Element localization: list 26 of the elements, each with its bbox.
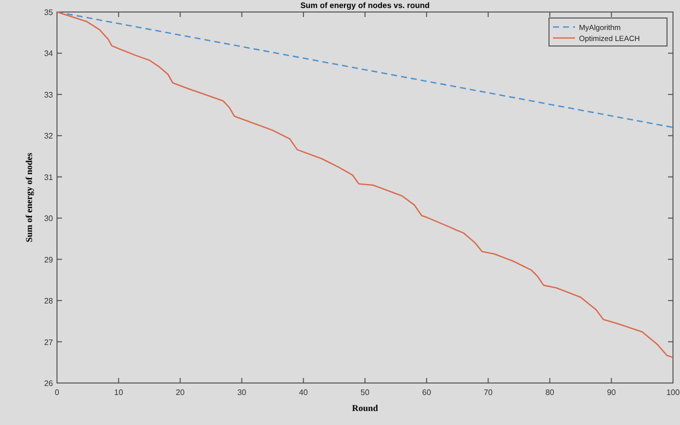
- x-tick-label: 90: [606, 388, 616, 397]
- line-series: [56, 11, 674, 128]
- x-tick-label: 100: [666, 388, 680, 397]
- y-tick-label: 28: [44, 296, 54, 306]
- y-tick-label: 30: [44, 214, 54, 224]
- x-tick-label: 20: [176, 388, 186, 397]
- x-tick-label: 0: [54, 388, 60, 397]
- y-tick-label: 26: [44, 379, 54, 388]
- y-tick-label: 27: [44, 338, 54, 347]
- y-tick-label: 34: [44, 49, 54, 58]
- x-tick-label: 80: [545, 388, 555, 397]
- x-tick-label: 50: [360, 388, 370, 397]
- chart-title: Sum of energy of nodes vs. round: [300, 1, 430, 10]
- line-series: [56, 11, 674, 358]
- y-tick-label: 35: [44, 8, 54, 17]
- x-tick-label: 60: [422, 388, 432, 397]
- x-tick-label: 30: [237, 388, 247, 397]
- x-tick-label: 70: [484, 388, 494, 397]
- y-tick-label: 31: [44, 172, 54, 182]
- y-tick-label: 33: [44, 90, 54, 100]
- y-tick-label: 29: [44, 255, 54, 264]
- x-tick-label: 10: [114, 388, 124, 397]
- x-axis-title: Round: [352, 403, 378, 413]
- y-tick-label: 32: [44, 132, 54, 141]
- y-axis-title: Sum of energy of nodes: [24, 152, 34, 242]
- x-tick-label: 40: [298, 388, 308, 397]
